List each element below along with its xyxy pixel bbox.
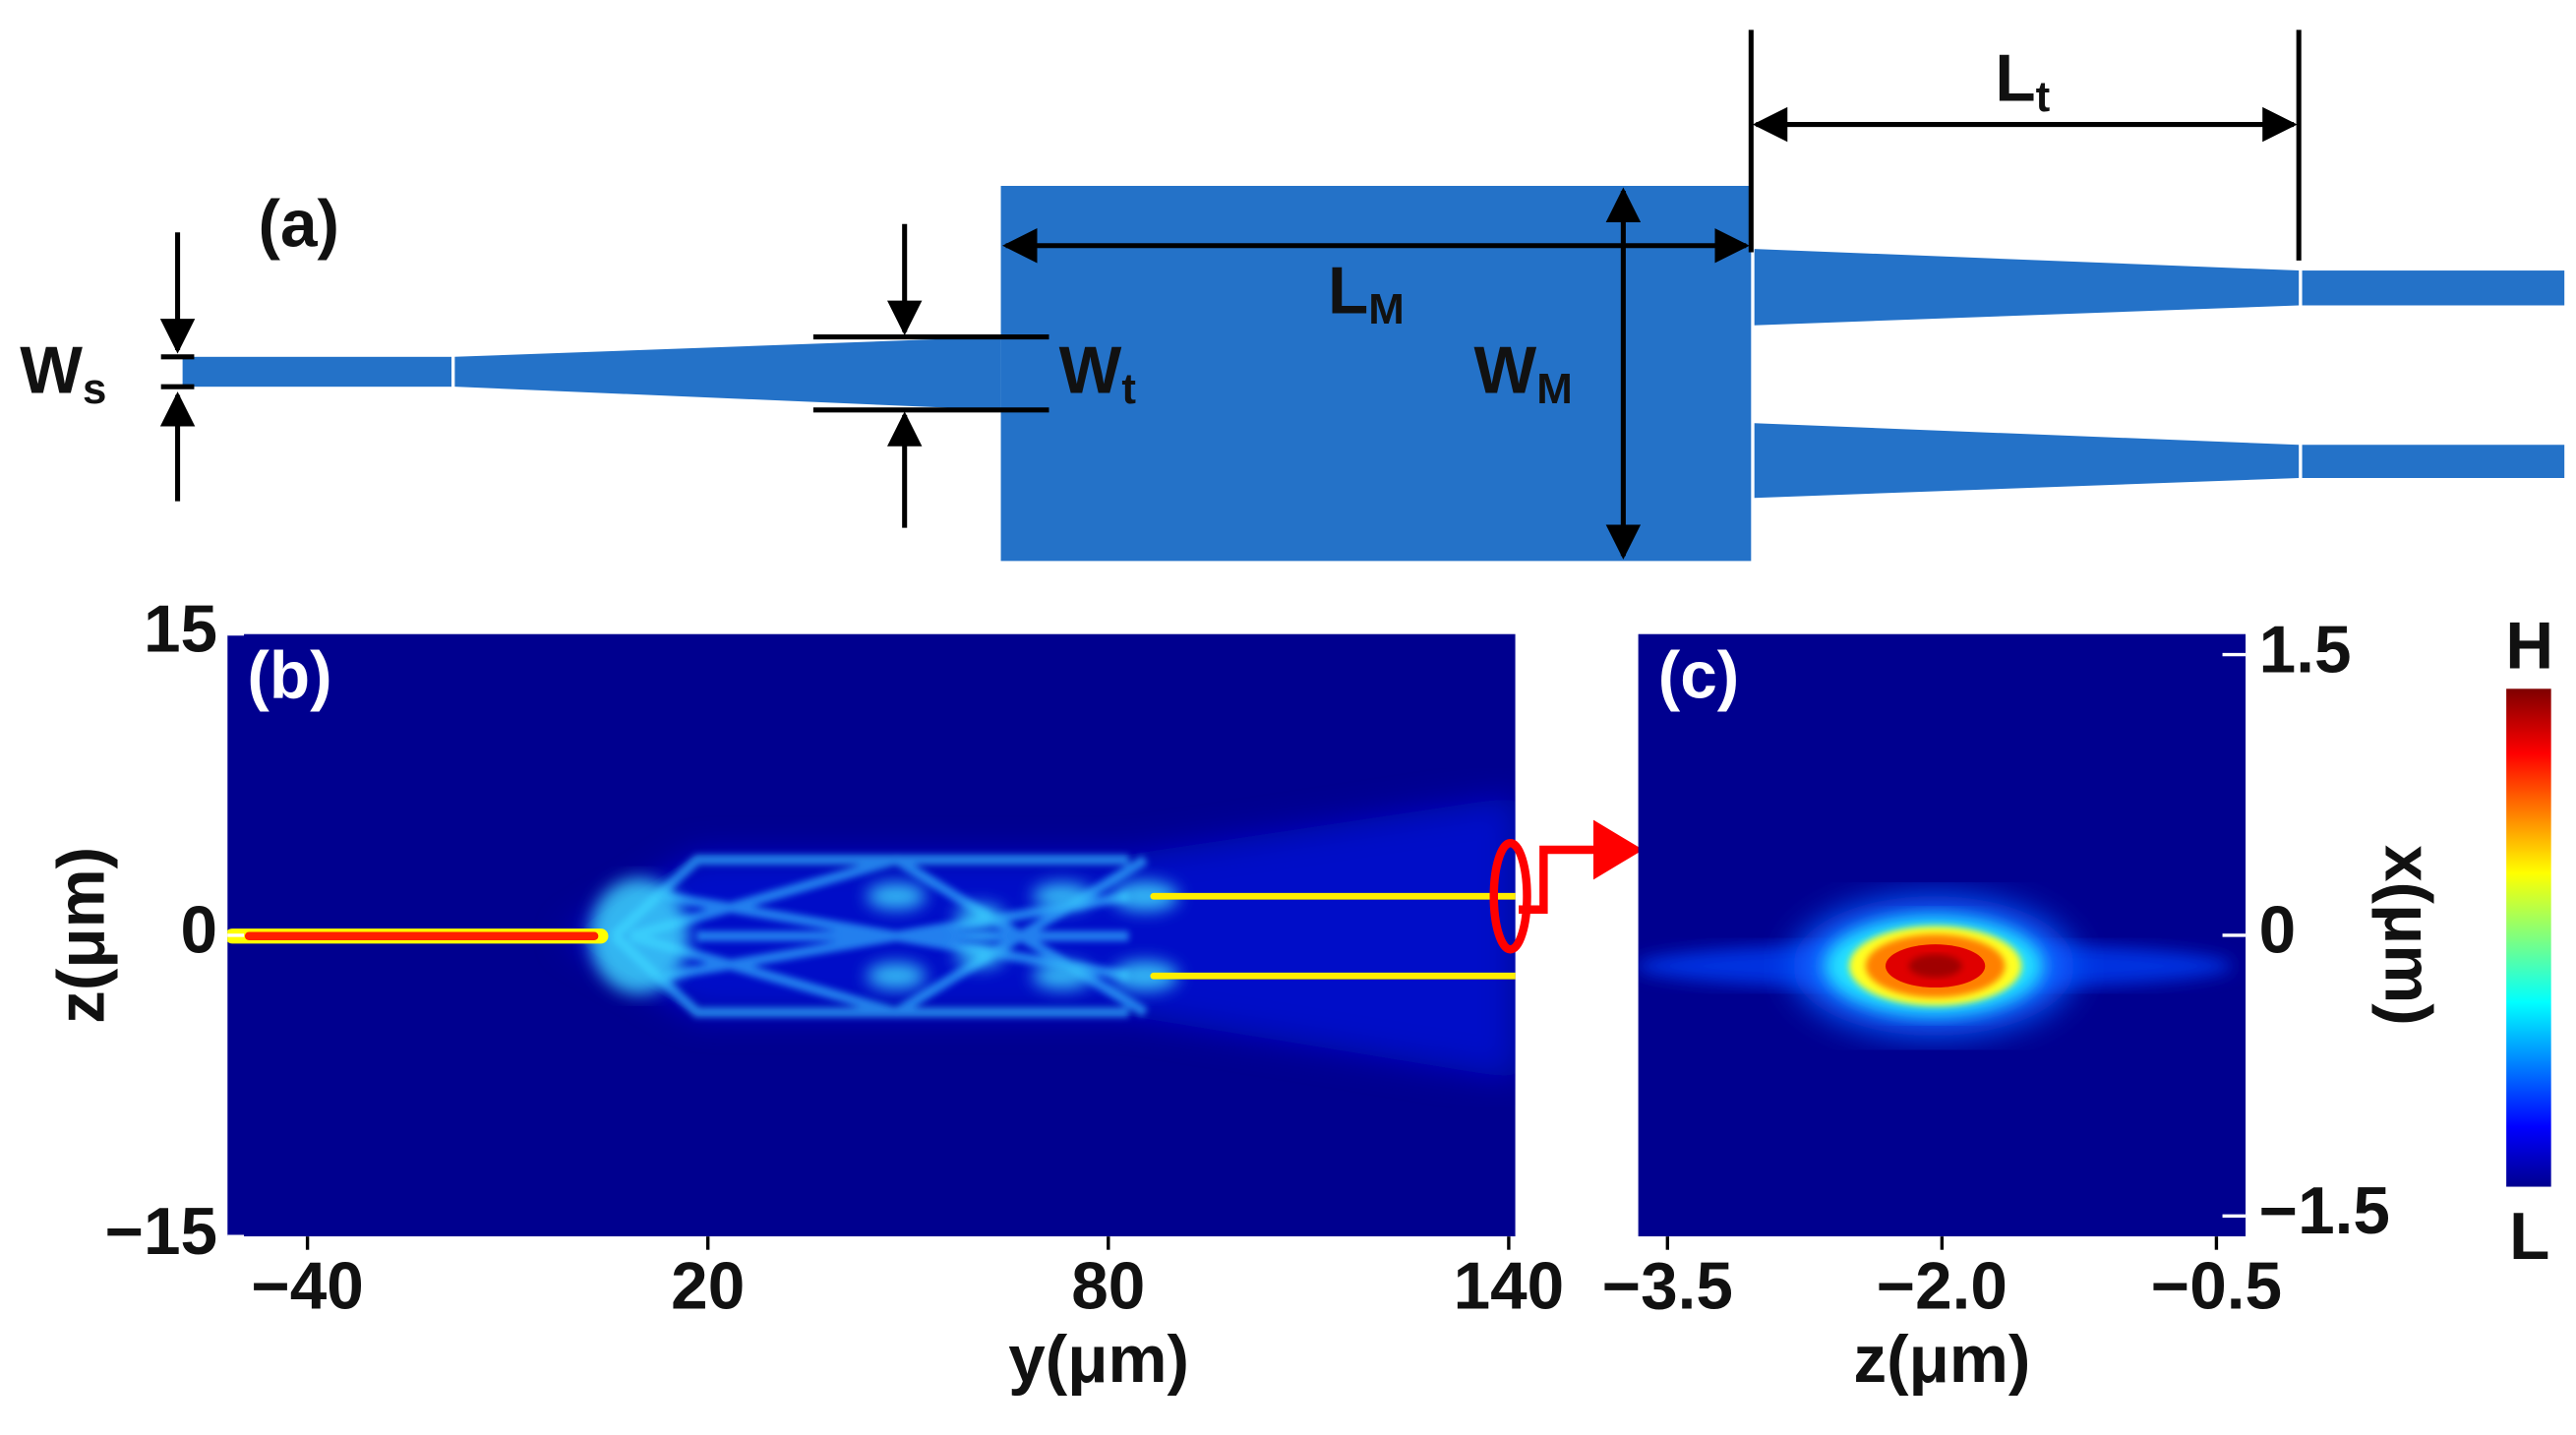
dimension-main: L	[1995, 41, 2035, 115]
y-tick-label: 1.5	[2259, 613, 2352, 687]
y-tick-label: −1.5	[2259, 1174, 2390, 1248]
y-axis-label: x(μm)	[2371, 845, 2445, 1026]
dimension-label: Lt	[1995, 41, 2050, 121]
y-tick-label: 0	[181, 894, 218, 968]
x-tick-label: 140	[1454, 1250, 1565, 1324]
x-tick-label: −2.0	[1877, 1250, 2007, 1324]
x-tick-label: −40	[251, 1250, 363, 1324]
dimension-sub: t	[1121, 365, 1136, 413]
zoom-indicator	[1489, 819, 1644, 954]
dimension-label: Ws	[20, 333, 106, 413]
x-axis-label: z(μm)	[1853, 1323, 2030, 1397]
dimension-sub: s	[83, 365, 106, 413]
colorbar	[2506, 688, 2551, 1187]
dimension-label: Wt	[1059, 333, 1137, 413]
y-axis-label: z(μm)	[45, 847, 119, 1024]
x-tick-label: 20	[671, 1250, 745, 1324]
dimension-lines	[159, 30, 2302, 560]
x-axis-label: y(μm)	[1008, 1323, 1189, 1397]
panel-label: (a)	[259, 188, 339, 262]
dimension-main: L	[1328, 254, 1368, 328]
dimension-sub: t	[2036, 73, 2051, 121]
y-tick-label: 0	[2259, 894, 2297, 968]
dimension-sub: M	[1536, 365, 1573, 413]
y-tick-label: −15	[105, 1195, 217, 1269]
dimension-label: WM	[1474, 333, 1573, 413]
colorbar-low: L	[2509, 1200, 2549, 1274]
dimension-sub: M	[1368, 285, 1405, 333]
panel-label: (b)	[247, 639, 331, 713]
field-map	[227, 633, 1516, 1237]
device	[182, 185, 2565, 562]
y-tick-label: 15	[144, 592, 217, 666]
x-tick-label: −3.5	[1602, 1250, 1733, 1324]
dimension-main: W	[1474, 333, 1537, 407]
mode-map	[1638, 633, 2247, 1237]
x-tick-label: 80	[1071, 1250, 1145, 1324]
dimension-main: W	[1059, 333, 1122, 407]
dimension-main: W	[20, 333, 83, 407]
dimension-label: LM	[1328, 254, 1405, 333]
panel-label: (c)	[1658, 639, 1739, 713]
colorbar-high: H	[2505, 609, 2553, 683]
x-tick-label: −0.5	[2151, 1250, 2282, 1324]
